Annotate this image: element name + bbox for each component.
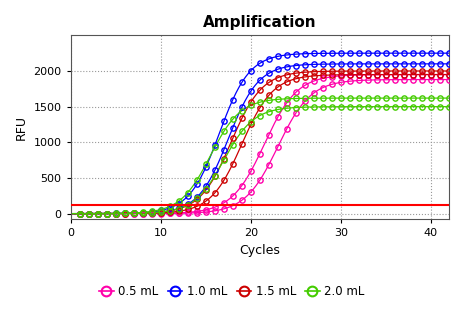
Y-axis label: RFU: RFU — [15, 115, 28, 140]
X-axis label: Cycles: Cycles — [239, 244, 280, 257]
Title: Amplification: Amplification — [203, 15, 316, 30]
Legend: 0.5 mL, 1.0 mL, 1.5 mL, 2.0 mL: 0.5 mL, 1.0 mL, 1.5 mL, 2.0 mL — [94, 281, 369, 303]
